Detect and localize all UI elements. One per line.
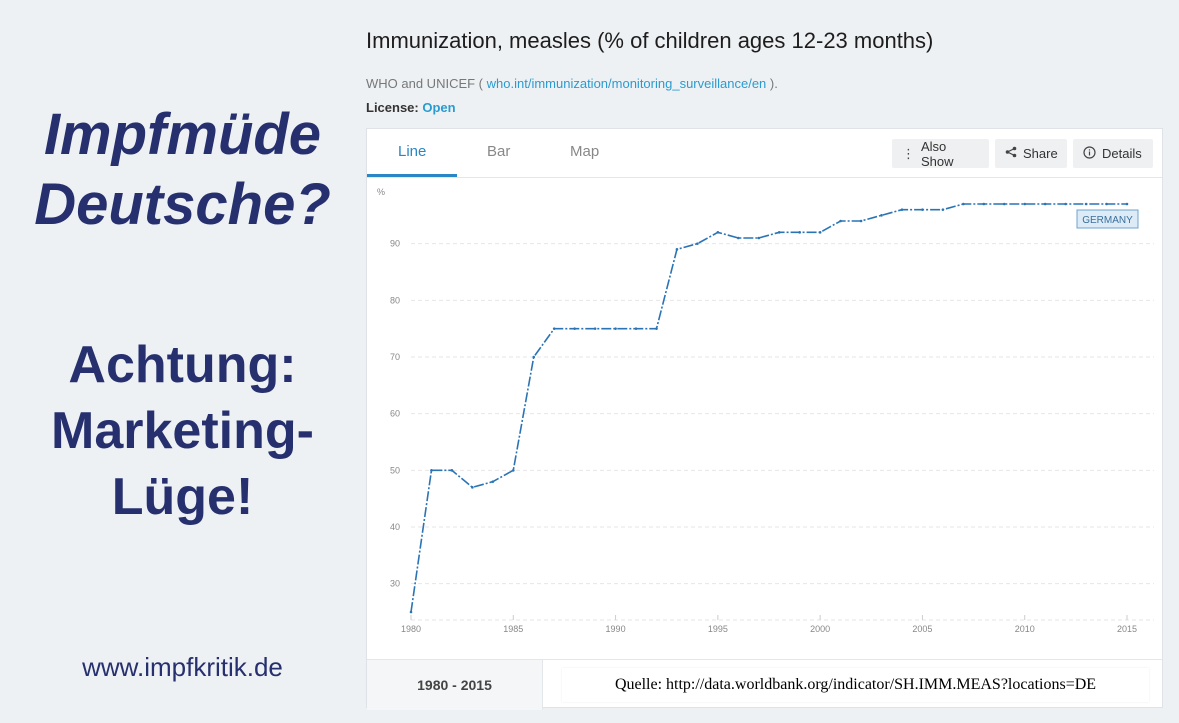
data-point — [532, 355, 536, 359]
data-point — [880, 214, 883, 217]
y-tick-label: 30 — [390, 579, 400, 589]
data-point — [839, 219, 842, 223]
data-point — [1084, 202, 1088, 206]
bottom-bar: 1980 - 2015 Quelle: http://data.worldban… — [367, 659, 1162, 710]
license-label: License: — [366, 100, 419, 115]
data-point — [982, 202, 986, 206]
data-point — [593, 327, 597, 330]
headline-line-2: Deutsche? — [34, 172, 331, 237]
data-point — [634, 327, 638, 330]
share-icon — [1005, 146, 1017, 161]
line-chart: % 30 40 50 60 70 80 90 1980 1985 1990 1995 2000 2005 2… — [377, 187, 1154, 634]
page-title: Immunization, measles (% of children age… — [366, 28, 934, 53]
data-point — [655, 327, 658, 330]
y-tick-label: 70 — [390, 352, 400, 362]
source-suffix: ). — [769, 76, 778, 91]
also-show-label: Also Show — [921, 138, 954, 169]
chart-panel: Line Bar Map ⋮ Also Show Share Details %… — [366, 128, 1163, 710]
data-point — [818, 231, 822, 234]
x-tick-label: 2015 — [1117, 624, 1137, 634]
x-tick-label: 1995 — [708, 624, 728, 634]
y-tick-label: 90 — [390, 239, 400, 249]
y-axis-unit-label: % — [377, 187, 385, 197]
series-label-box — [1076, 209, 1139, 229]
data-point — [941, 208, 945, 211]
warning-line-1: Achtung: — [68, 336, 297, 394]
y-tick-label: 50 — [390, 465, 400, 475]
data-point — [1105, 202, 1108, 206]
x-tick-label: 2000 — [810, 624, 830, 634]
data-point — [716, 231, 720, 234]
data-point — [491, 480, 495, 483]
data-point — [900, 208, 904, 211]
y-tick-label: 40 — [390, 522, 400, 532]
tab-bar[interactable]: Bar — [487, 143, 511, 160]
data-point — [1125, 202, 1129, 206]
x-tick-label: 2005 — [912, 624, 932, 634]
headline-warning: Achtung: Marketing- Lüge! — [0, 332, 365, 530]
details-button[interactable]: Details — [1073, 139, 1153, 168]
data-point — [1023, 202, 1027, 206]
share-label: Share — [1023, 146, 1058, 161]
tab-map[interactable]: Map — [570, 143, 600, 160]
series-label: GERMANY — [1082, 215, 1133, 226]
chart-tabs: Line Bar Map ⋮ Also Show Share Details — [367, 129, 1162, 178]
data-point — [777, 231, 781, 234]
data-point — [614, 327, 617, 330]
source-link[interactable]: who.int/immunization/monitoring_surveill… — [486, 76, 767, 91]
headline-question: Impfmüde Deutsche? — [0, 100, 365, 240]
info-icon — [1083, 145, 1096, 162]
x-tick-label: 1985 — [503, 624, 523, 634]
year-range[interactable]: 1980 - 2015 — [367, 660, 543, 710]
y-tick-label: 80 — [390, 295, 400, 305]
x-tick-label: 1980 — [401, 624, 421, 634]
warning-line-3: Lüge! — [111, 468, 254, 526]
share-button[interactable]: Share — [995, 139, 1067, 168]
license-line: License: Open — [366, 100, 456, 115]
data-point — [1043, 202, 1047, 206]
x-tick-label: 1990 — [606, 624, 626, 634]
data-point — [409, 610, 413, 614]
series-line — [410, 203, 1127, 613]
license-value[interactable]: Open — [422, 100, 456, 115]
data-point — [675, 248, 679, 251]
also-show-button[interactable]: ⋮ Also Show — [892, 138, 989, 169]
website-url: www.impfkritik.de — [82, 652, 283, 682]
data-point — [430, 469, 433, 472]
data-point — [450, 469, 454, 472]
source-caption: Quelle: http://data.worldbank.org/indica… — [562, 668, 1149, 702]
x-tick-label: 2010 — [1015, 624, 1035, 634]
data-point — [1002, 202, 1006, 206]
more-vertical-icon: ⋮ — [902, 145, 915, 161]
source-line: WHO and UNICEF ( who.int/immunization/mo… — [366, 76, 778, 91]
data-point — [757, 236, 761, 240]
data-point — [921, 208, 924, 211]
headline-line-1: Impfmüde — [43, 102, 322, 167]
data-point — [696, 242, 699, 245]
data-point — [471, 486, 474, 489]
warning-line-2: Marketing- — [51, 402, 314, 460]
data-point — [737, 236, 740, 240]
data-point — [573, 327, 576, 330]
data-point — [798, 231, 801, 234]
active-tab-indicator — [367, 174, 457, 177]
data-point — [859, 219, 863, 223]
tab-line[interactable]: Line — [398, 143, 427, 160]
data-point — [962, 202, 965, 206]
y-tick-label: 60 — [390, 409, 400, 419]
details-label: Details — [1102, 146, 1142, 161]
data-point — [1064, 202, 1067, 206]
data-point — [511, 469, 515, 472]
source-prefix: WHO and UNICEF ( — [366, 76, 484, 91]
data-point — [552, 327, 556, 330]
